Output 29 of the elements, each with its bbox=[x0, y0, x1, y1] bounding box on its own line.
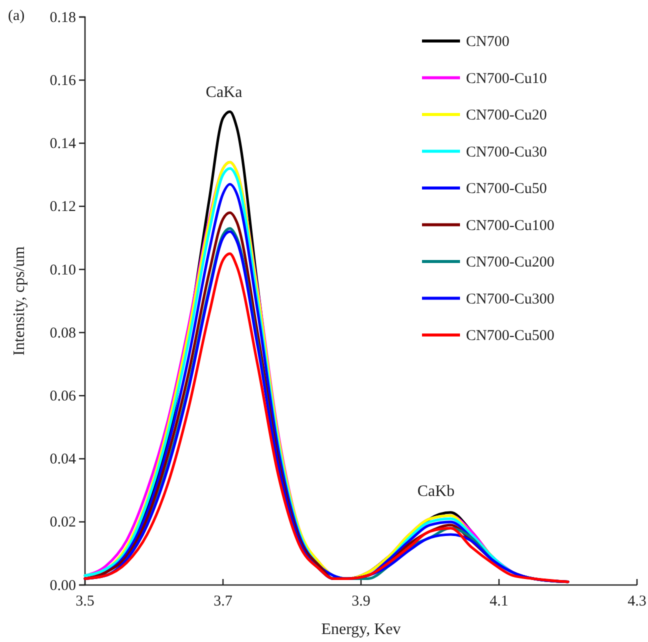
y-tick-label: 0.10 bbox=[50, 262, 76, 278]
legend-label: CN700 bbox=[466, 34, 510, 50]
legend-label: CN700-Cu20 bbox=[466, 108, 547, 124]
y-tick-label: 0.02 bbox=[50, 514, 76, 531]
x-tick-label: 3.7 bbox=[214, 594, 233, 610]
x-tick-label: 3.5 bbox=[76, 594, 94, 610]
legend-label: CN700-Cu30 bbox=[466, 144, 547, 160]
annotation: CaKb bbox=[417, 483, 455, 500]
legend-label: CN700-Cu100 bbox=[466, 218, 554, 234]
y-tick-label: 0.00 bbox=[50, 578, 76, 594]
y-tick-label: 0.12 bbox=[50, 199, 76, 216]
y-tick-label: 0.14 bbox=[50, 136, 76, 152]
y-tick-label: 0.06 bbox=[50, 388, 76, 404]
x-tick-label: 4.3 bbox=[628, 594, 646, 610]
legend-label: CN700-Cu500 bbox=[466, 328, 554, 344]
legend-label: CN700-Cu300 bbox=[466, 291, 554, 308]
y-tick-label: 0.16 bbox=[50, 72, 76, 89]
x-tick-label: 3.9 bbox=[352, 594, 370, 610]
legend-label: CN700-Cu50 bbox=[466, 181, 547, 197]
y-tick-label: 0.18 bbox=[50, 10, 76, 26]
y-axis-title: Intensity, cps/um bbox=[11, 246, 28, 356]
annotation: CaKa bbox=[206, 84, 242, 101]
x-axis-title: Energy, Kev bbox=[321, 621, 401, 638]
y-tick-label: 0.04 bbox=[50, 452, 76, 468]
y-tick-label: 0.08 bbox=[50, 325, 76, 342]
text: (a) bbox=[8, 8, 25, 24]
legend-label: CN700-Cu200 bbox=[466, 254, 554, 270]
x-tick-label: 4.1 bbox=[490, 594, 508, 610]
legend-label: CN700-Cu10 bbox=[466, 70, 547, 87]
